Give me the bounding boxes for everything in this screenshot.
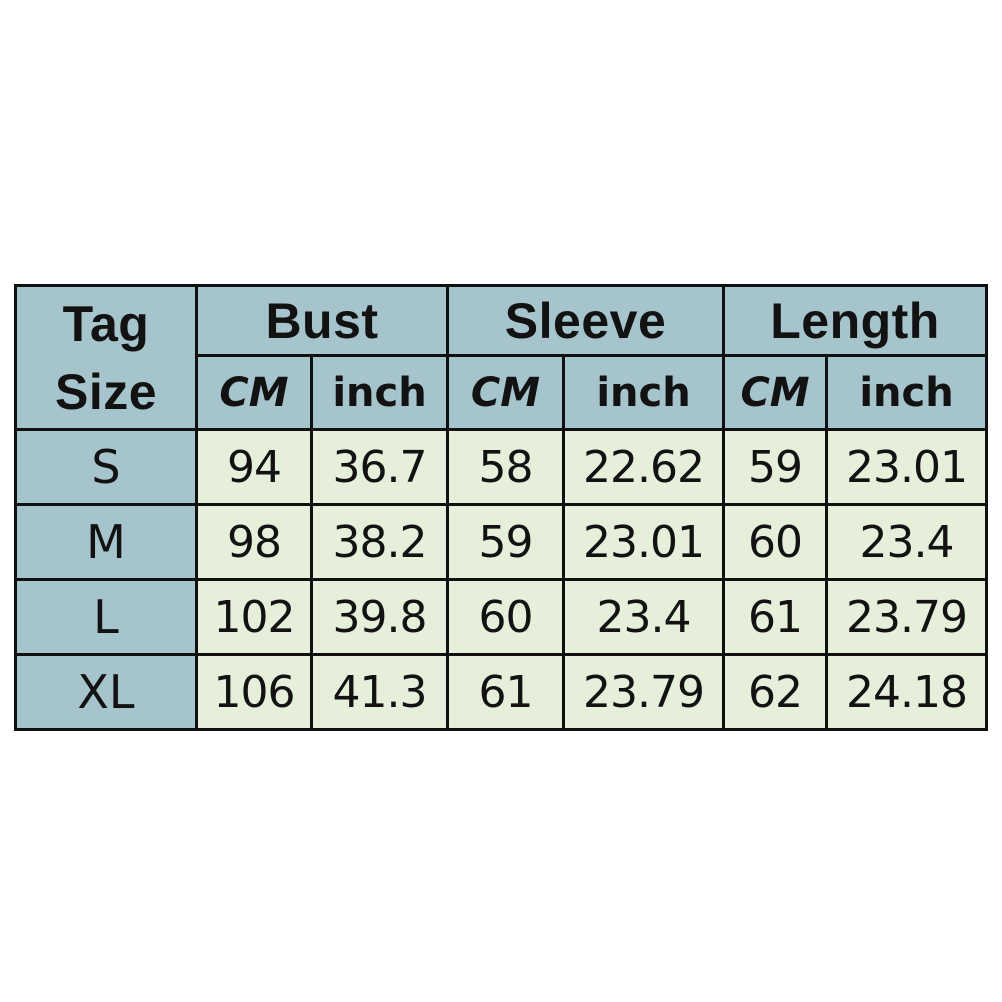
cell-m-sleeve-inch: 23.01 (562, 503, 726, 581)
corner-header-line2: Size (54, 363, 158, 420)
size-label-m: M (14, 503, 198, 581)
cell-m-bust-inch: 38.2 (309, 503, 450, 581)
group-header-row: Tag Size Bust Sleeve Length (14, 284, 989, 431)
cell-xl-sleeve-cm: 61 (446, 653, 566, 731)
corner-header-cell: Tag Size (14, 284, 198, 431)
group-header-length: Length (722, 284, 989, 357)
cell-m-bust-cm: 98 (195, 503, 313, 581)
cell-xl-bust-inch: 41.3 (309, 653, 450, 731)
cell-xl-length-cm: 62 (722, 653, 829, 731)
subheader-sleeve-inch: inch (562, 354, 726, 431)
cell-l-length-inch: 23.79 (825, 578, 989, 656)
size-label-l: L (14, 578, 198, 656)
cell-l-bust-cm: 102 (195, 578, 313, 656)
subheader-row: CM inch CM inch CM inch (16, 354, 989, 431)
cell-l-sleeve-inch: 23.4 (562, 578, 726, 656)
cell-xl-length-inch: 24.18 (825, 653, 989, 731)
subheader-bust-cm: CM (195, 354, 313, 431)
table-row-l: L 102 39.8 60 23.4 61 23.79 (14, 578, 989, 656)
table-row-m: M 98 38.2 59 23.01 60 23.4 (14, 503, 989, 581)
size-label-s: S (14, 428, 198, 506)
cell-m-length-inch: 23.4 (825, 503, 989, 581)
table-row-s: S 94 36.7 58 22.62 59 23.01 (14, 428, 989, 506)
cell-s-sleeve-inch: 22.62 (562, 428, 726, 506)
group-header-sleeve: Sleeve (446, 284, 726, 357)
cell-l-sleeve-cm: 60 (446, 578, 566, 656)
cell-s-length-cm: 59 (722, 428, 829, 506)
subheader-bust-inch: inch (309, 354, 450, 431)
size-chart-table: Tag Size Bust Sleeve Length CM inch CM i… (14, 284, 989, 731)
cell-xl-bust-cm: 106 (195, 653, 313, 731)
table-row-xl: XL 106 41.3 61 23.79 62 24.18 (14, 653, 989, 731)
cell-m-length-cm: 60 (722, 503, 829, 581)
cell-s-bust-inch: 36.7 (309, 428, 450, 506)
group-header-bust: Bust (194, 284, 450, 357)
cell-l-length-cm: 61 (722, 578, 829, 656)
cell-xl-sleeve-inch: 23.79 (562, 653, 726, 731)
cell-l-bust-inch: 39.8 (309, 578, 450, 656)
cell-m-sleeve-cm: 59 (446, 503, 566, 581)
subheader-length-cm: CM (722, 354, 829, 431)
cell-s-bust-cm: 94 (195, 428, 313, 506)
subheader-sleeve-cm: CM (446, 354, 566, 431)
cell-s-sleeve-cm: 58 (446, 428, 566, 506)
corner-header-line1: Tag (62, 295, 150, 352)
subheader-length-inch: inch (825, 354, 989, 431)
size-label-xl: XL (14, 653, 198, 731)
cell-s-length-inch: 23.01 (825, 428, 989, 506)
